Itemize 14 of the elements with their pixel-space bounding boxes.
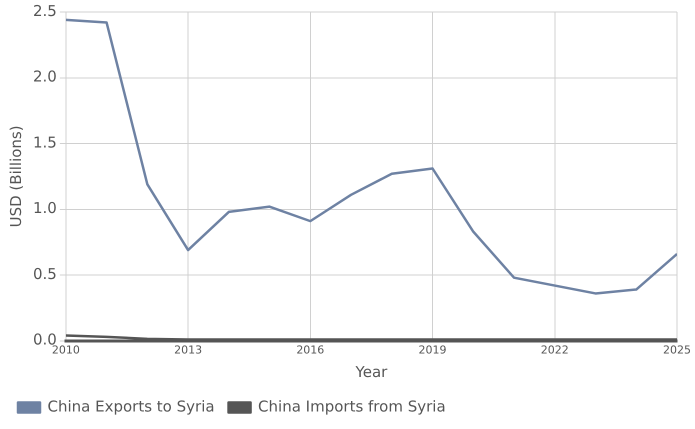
y-tick-label: 2.5 [32,2,57,20]
x-tick-label: 2019 [418,343,447,356]
x-tick-label: 2013 [174,343,202,356]
legend-label: China Imports from Syria [258,397,446,416]
y-tick-label: 0.5 [32,264,57,283]
y-tick-label: 1.0 [32,199,57,218]
legend-label: China Exports to Syria [48,397,215,416]
x-axis-title: Year [354,362,388,381]
y-tick-label: 1.5 [32,133,57,152]
x-tick-label: 2016 [296,343,324,356]
x-tick-label: 2025 [663,343,691,356]
x-tick-label: 2022 [540,343,569,356]
y-tick-label: 2.0 [32,68,57,86]
y-axis-title: USD (Billions) [6,125,25,228]
